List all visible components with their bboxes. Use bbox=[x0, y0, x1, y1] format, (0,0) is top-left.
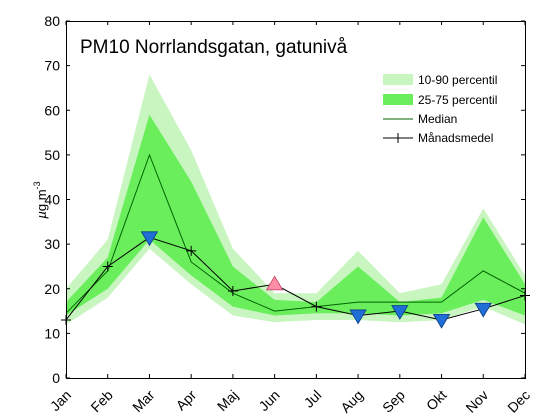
y-tick-label: 20 bbox=[44, 281, 60, 297]
x-tick-label-jul: Jul bbox=[301, 387, 325, 411]
chart-title: PM10 Norrlandsgatan, gatunivå bbox=[80, 37, 348, 58]
low-marker-aug bbox=[349, 309, 367, 325]
line-median bbox=[65, 153, 526, 314]
marker-m-nadsmedel-feb bbox=[102, 261, 113, 272]
x-tick-label-feb: Feb bbox=[87, 387, 116, 416]
x-tick-label-sep: Sep bbox=[379, 387, 408, 416]
y-axis-label-exponent: -3 bbox=[32, 181, 42, 189]
marker-m-nadsmedel-jul bbox=[311, 301, 322, 312]
y-tick-label: 80 bbox=[44, 13, 60, 29]
high-marker-jun bbox=[265, 275, 284, 291]
marker-m-nadsmedel-apr bbox=[186, 245, 197, 256]
y-tick-label: 0 bbox=[52, 370, 60, 386]
y-tick-label: 60 bbox=[44, 102, 60, 118]
legend-label-25-75: 25-75 percentil bbox=[418, 93, 497, 107]
x-tick-label-apr: Apr bbox=[173, 387, 200, 414]
legend-label-median: Median bbox=[418, 112, 457, 126]
low-marker-sep bbox=[391, 305, 409, 320]
y-axis-label: µg m-3 bbox=[32, 181, 49, 218]
x-tick-label-maj: Maj bbox=[214, 387, 241, 414]
x-tick-label-aug: Aug bbox=[337, 387, 366, 416]
y-tick-label: 10 bbox=[44, 325, 60, 341]
low-marker-mar bbox=[140, 231, 159, 247]
y-tick-label: 40 bbox=[44, 192, 60, 208]
x-tick-label-jun: Jun bbox=[255, 387, 282, 414]
legend-swatch-25-75 bbox=[383, 94, 413, 105]
x-tick-label-dec: Dec bbox=[504, 387, 533, 416]
y-axis-label-unit: g m bbox=[34, 189, 49, 211]
x-tick-label-nov: Nov bbox=[462, 387, 491, 416]
y-ticks: 0 10 20 30 40 50 60 70 80 bbox=[44, 13, 525, 386]
y-axis-label-mu: µ bbox=[34, 211, 49, 219]
legend: 10-90 percentil 25-75 percentil Median M… bbox=[376, 64, 520, 148]
low-marker-okt bbox=[432, 313, 451, 329]
x-tick-label-jan: Jan bbox=[47, 387, 74, 414]
band-25-75-percentil bbox=[66, 114, 525, 316]
marker-m-nadsmedel-maj bbox=[227, 285, 238, 296]
low-marker-nov bbox=[474, 302, 492, 318]
y-tick-label: 30 bbox=[44, 236, 60, 252]
y-tick-label: 70 bbox=[44, 58, 60, 74]
legend-swatch-10-90 bbox=[383, 74, 413, 85]
legend-label-10-90: 10-90 percentil bbox=[418, 73, 497, 87]
line-m-nadsmedel bbox=[65, 236, 526, 321]
legend-label-manadsmedel: Månadsmedel bbox=[418, 131, 493, 145]
x-tick-label-mar: Mar bbox=[129, 387, 158, 416]
plot-area bbox=[61, 74, 530, 329]
x-tick-label-okt: Okt bbox=[423, 387, 450, 414]
y-tick-label: 50 bbox=[44, 147, 60, 163]
